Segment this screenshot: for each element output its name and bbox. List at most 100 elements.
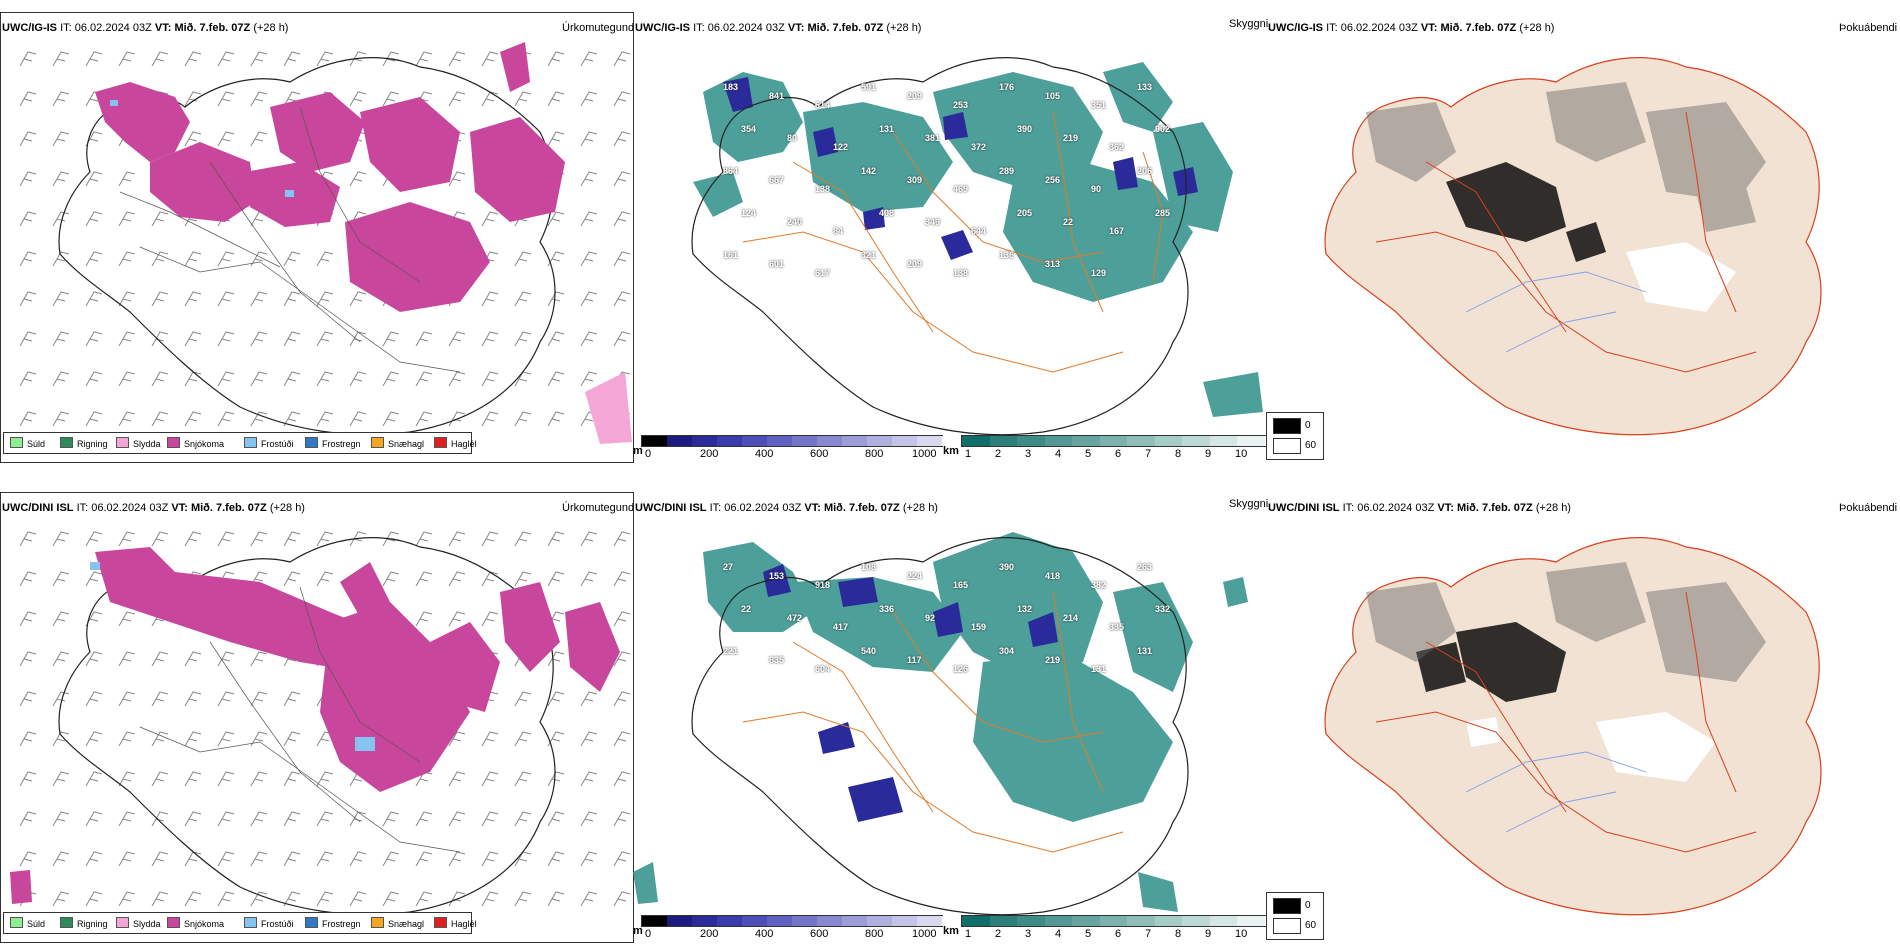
legend-swatch — [305, 437, 318, 448]
ceiling-value-label: 84 — [833, 226, 844, 236]
wind-barb — [481, 771, 499, 787]
wind-barb — [85, 211, 103, 227]
ceiling-tick-label: 600 — [810, 928, 829, 940]
wind-barb — [118, 731, 136, 747]
wind-barb — [613, 291, 631, 307]
visibility-scale-step — [1017, 436, 1046, 446]
ceiling-value-label: 351 — [1091, 100, 1107, 110]
ceiling-value-label: 390 — [999, 562, 1015, 572]
wind-barb — [382, 331, 400, 347]
panel-title: Úrkomutegund — [562, 502, 635, 514]
legend-swatch — [10, 917, 23, 928]
visibility-tick-label: 1 — [965, 928, 972, 940]
wind-barb — [349, 411, 367, 427]
wind-barb — [613, 211, 631, 227]
fog-legend-swatch — [1273, 418, 1301, 434]
ceiling-scale-step — [842, 916, 868, 926]
ceiling-value-label: 176 — [999, 82, 1015, 92]
wind-barb — [547, 571, 565, 587]
wind-barb — [613, 91, 631, 107]
wind-barb — [118, 851, 136, 867]
legend-item: Snæhagl — [371, 437, 424, 450]
visibility-tick-label: 4 — [1055, 448, 1062, 460]
wind-barb — [415, 531, 433, 547]
wind-barb — [382, 811, 400, 827]
wind-barb — [217, 131, 235, 147]
wind-barb — [52, 171, 70, 187]
wind-barb — [481, 611, 499, 627]
ceiling-value-label: 335 — [1109, 622, 1125, 632]
ceiling-value-label: 214 — [1063, 613, 1079, 623]
wind-barb — [118, 691, 136, 707]
wind-barb — [151, 691, 169, 707]
panel-title: Skyggni — [1229, 18, 1269, 30]
ceiling-value-label: 221 — [723, 646, 739, 656]
wind-barb — [448, 531, 466, 547]
fog-legend-swatch — [1273, 898, 1301, 914]
wind-barb — [19, 171, 37, 187]
wind-barb — [349, 371, 367, 387]
legend-label: Frostúði — [261, 919, 294, 929]
fog-map — [1324, 57, 1822, 436]
wind-barb — [514, 731, 532, 747]
ceiling-value-label: 240 — [787, 217, 803, 227]
wind-barb — [547, 691, 565, 707]
wind-barb — [415, 51, 433, 67]
ceiling-scale-step — [867, 436, 893, 446]
wind-barb — [349, 171, 367, 187]
legend-label: Frostúði — [261, 439, 294, 449]
wind-barb — [448, 811, 466, 827]
precip-map — [19, 42, 632, 444]
ceiling-tick-label: 1000 — [912, 928, 937, 940]
it-label: IT: — [60, 22, 72, 34]
roads — [1375, 591, 1757, 853]
wind-barb — [250, 851, 268, 867]
wind-barb — [283, 91, 301, 107]
wind-barb — [151, 51, 169, 67]
roads — [742, 591, 1124, 853]
legend-swatch — [244, 437, 257, 448]
visibility-tick-label: 3 — [1025, 928, 1032, 940]
legend-swatch — [434, 437, 447, 448]
ceiling-tick-label: 800 — [865, 448, 884, 460]
visibility-tick-label: 10 — [1235, 928, 1248, 940]
wind-barb — [283, 691, 301, 707]
wind-barb — [250, 811, 268, 827]
wind-barb — [184, 531, 202, 547]
panel-title: Skyggni — [1229, 498, 1269, 510]
wind-barb — [448, 371, 466, 387]
visibility-tick-label: 5 — [1085, 928, 1092, 940]
wind-barb — [514, 771, 532, 787]
wind-barb — [547, 811, 565, 827]
ceiling-value-label: 205 — [1017, 208, 1033, 218]
legend-item: Snjókoma — [167, 437, 224, 450]
vt-label: VT: — [1420, 22, 1438, 34]
ceiling-value-label: 159 — [971, 622, 987, 632]
legend-label: Haglél — [451, 439, 477, 449]
vt-value: Mið. 7.feb. 07Z — [1456, 502, 1533, 514]
it-value: 06.02.2024 03Z — [1340, 22, 1418, 34]
legend-item: Snjókoma — [167, 917, 224, 930]
legend-item: Rigning — [60, 437, 108, 450]
it-value: 06.02.2024 03Z — [724, 502, 802, 514]
vt-value: Mið. 7.feb. 07Z — [823, 502, 900, 514]
legend-swatch — [60, 437, 73, 448]
legend-swatch — [244, 917, 257, 928]
wind-barb — [481, 531, 499, 547]
ceiling-scale-step — [792, 916, 818, 926]
wind-barb — [85, 251, 103, 267]
legend-swatch — [10, 437, 23, 448]
visibility-scale-step — [1127, 916, 1156, 926]
it-value: 06.02.2024 03Z — [74, 22, 152, 34]
wind-barb — [52, 411, 70, 427]
wind-barb — [514, 291, 532, 307]
precip-panel-top: UWC/IG-IS IT: 06.02.2024 03Z VT: Mið. 7.… — [0, 12, 634, 463]
ceiling-scale-step — [767, 436, 793, 446]
wind-barb — [415, 571, 433, 587]
lead-time: (+28 h) — [902, 502, 938, 514]
wind-barb — [52, 91, 70, 107]
wind-barb — [514, 251, 532, 267]
visibility-areas — [633, 532, 1248, 912]
wind-barb — [85, 371, 103, 387]
ceiling-tick-label: 400 — [755, 928, 774, 940]
